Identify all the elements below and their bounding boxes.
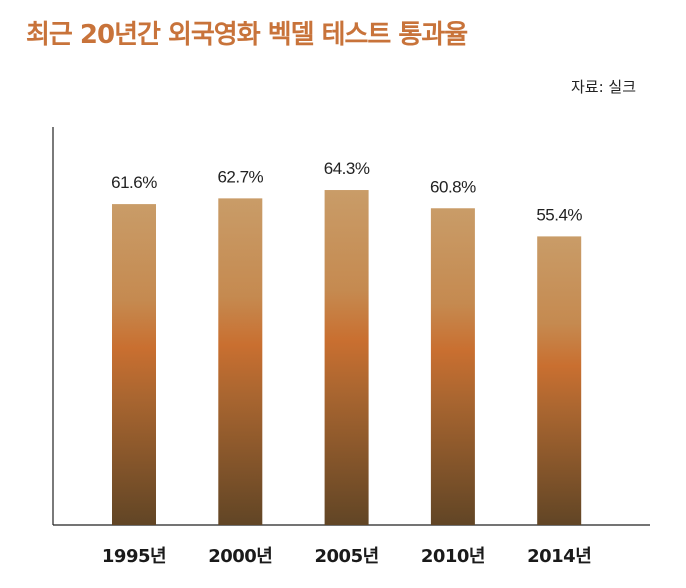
x-tick-label: 2010년 [421,546,485,567]
bar-2 [324,190,369,525]
data-label: 60.8% [430,177,476,196]
bar-4 [537,236,582,526]
bar-3 [430,208,475,525]
x-tick-label: 1995년 [102,546,166,567]
chart-source: 자료: 실크 [570,78,636,96]
data-label: 55.4% [536,205,582,224]
data-label: 61.6% [111,173,157,192]
bar-1 [218,198,263,525]
bar-0 [112,204,156,525]
chart-title: 최근 20년간 외국영화 벡델 테스트 통과율 [26,20,468,50]
x-tick-label: 2005년 [315,546,379,567]
data-label: 64.3% [324,159,370,178]
data-label: 62.7% [217,167,263,186]
x-tick-label: 2000년 [208,546,272,567]
x-tick-label: 2014년 [527,546,591,567]
